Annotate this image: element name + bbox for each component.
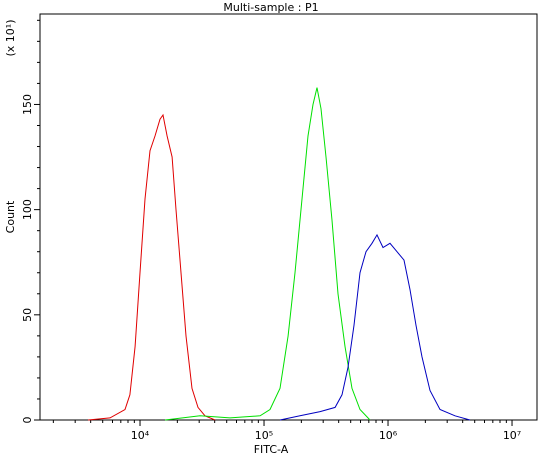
x-tick-label: 10⁴ — [131, 429, 150, 442]
x-tick-label: 10⁷ — [503, 429, 521, 442]
histogram-line — [279, 233, 471, 421]
chart-title: Multi-sample : P1 — [223, 1, 318, 14]
y-tick-label: 0 — [21, 417, 34, 424]
y-tick-label: 100 — [21, 199, 34, 220]
y-multiplier: (x 10¹) — [4, 20, 17, 57]
y-tick-label: 150 — [21, 94, 34, 115]
x-tick-label: 10⁵ — [255, 429, 273, 442]
x-tick-label: 10⁶ — [379, 429, 398, 442]
histogram-line — [165, 87, 371, 421]
y-tick-label: 50 — [21, 308, 34, 322]
y-axis-label: Count — [4, 200, 17, 233]
plot-frame — [39, 13, 538, 421]
x-axis-label: FITC-A — [254, 443, 289, 456]
histogram-line — [88, 113, 216, 421]
